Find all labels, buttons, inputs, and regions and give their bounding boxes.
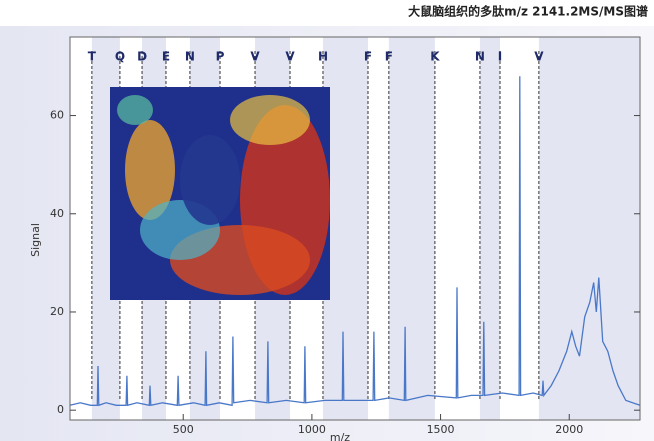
fragment-label: D bbox=[137, 50, 147, 64]
fragment-label: F bbox=[385, 50, 393, 64]
fragment-label: Q bbox=[115, 50, 125, 64]
fragment-label: H bbox=[318, 50, 328, 64]
fragment-label: V bbox=[534, 50, 544, 64]
fragment-label: P bbox=[216, 50, 225, 64]
band bbox=[389, 37, 435, 420]
x-tick-label: 2000 bbox=[555, 423, 583, 436]
chart: 大鼠脑组织的多肽m/z 2141.2MS/MS图谱 Signal m/z T QD… bbox=[0, 0, 654, 441]
fragment-label: V bbox=[285, 50, 295, 64]
fragment-label: F bbox=[364, 50, 372, 64]
fragment-label: I bbox=[498, 50, 502, 64]
y-tick-label: 20 bbox=[50, 305, 64, 318]
fragment-label: K bbox=[430, 50, 440, 64]
inset-image bbox=[110, 87, 330, 300]
fragment-label: E bbox=[162, 50, 170, 64]
fragment-label: N bbox=[185, 50, 195, 64]
fragment-label: V bbox=[250, 50, 260, 64]
inset-blob bbox=[230, 95, 310, 145]
y-tick-label: 0 bbox=[57, 403, 64, 416]
fragment-label: T bbox=[88, 50, 97, 64]
fragment-label: N bbox=[475, 50, 485, 64]
x-tick-label: 1500 bbox=[427, 423, 455, 436]
inset-blob bbox=[117, 95, 153, 125]
y-tick-label: 60 bbox=[50, 109, 64, 122]
y-tick-label: 40 bbox=[50, 207, 64, 220]
band bbox=[539, 37, 640, 420]
y-axis-label: Signal bbox=[29, 223, 42, 257]
x-tick-label: 1000 bbox=[298, 423, 326, 436]
inset-blob bbox=[180, 135, 240, 225]
x-tick-label: 500 bbox=[173, 423, 194, 436]
x-axis-label: m/z bbox=[330, 431, 350, 441]
chart-title: 大鼠脑组织的多肽m/z 2141.2MS/MS图谱 bbox=[408, 4, 648, 19]
